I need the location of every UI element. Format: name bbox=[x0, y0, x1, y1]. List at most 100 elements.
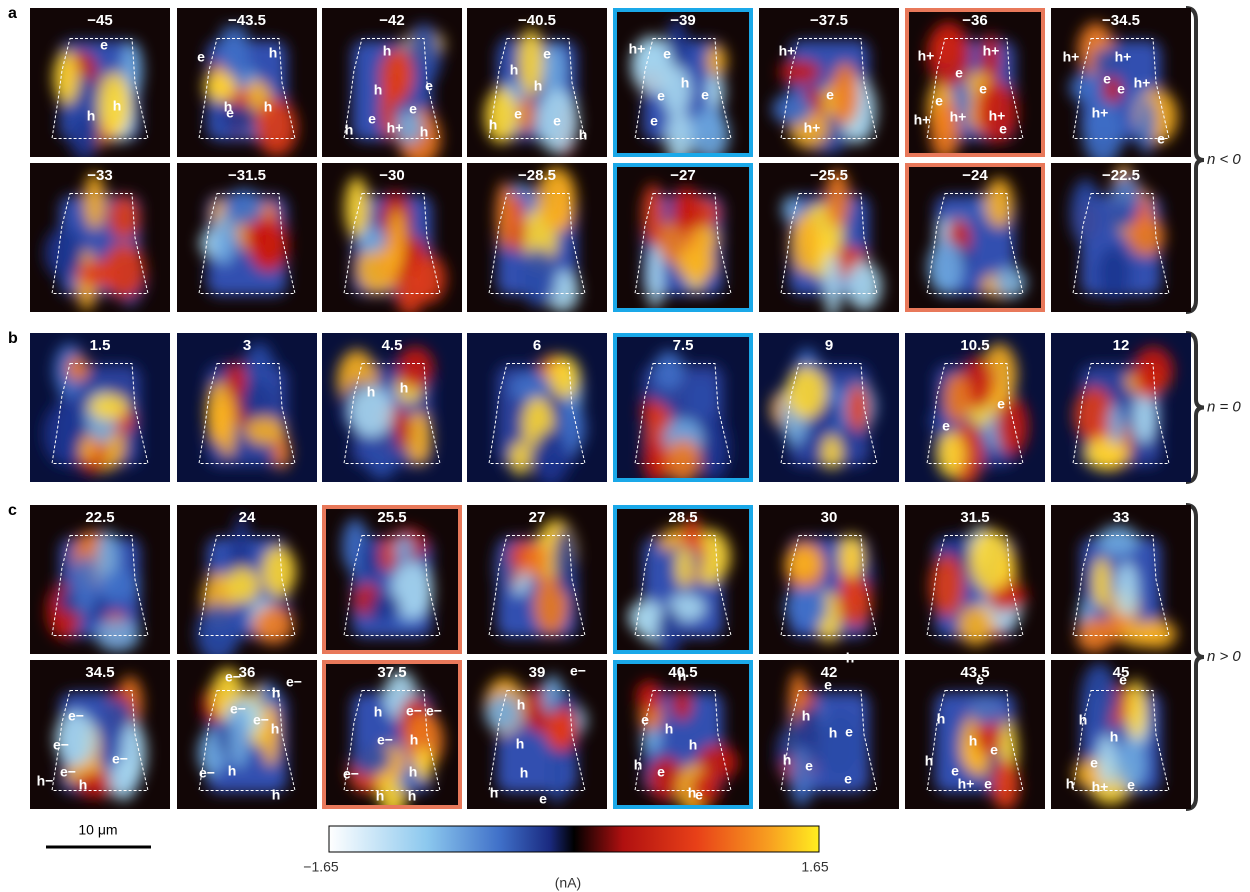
carrier-label: h+ bbox=[914, 112, 931, 128]
carrier-label: h+ bbox=[1063, 49, 1080, 65]
map-tile: −40.5ehheehh bbox=[467, 8, 607, 157]
map-blob bbox=[196, 603, 240, 663]
photocurrent-map bbox=[641, 351, 729, 484]
tile-title: −31.5 bbox=[228, 167, 266, 184]
map-tile: 42hehhehee bbox=[759, 650, 899, 809]
carrier-label: e− bbox=[225, 669, 241, 685]
tile-title: −28.5 bbox=[518, 167, 556, 184]
map-blob bbox=[1108, 403, 1124, 444]
map-blob bbox=[928, 240, 963, 294]
side-label: n = 0 bbox=[1207, 398, 1241, 415]
map-blob bbox=[96, 619, 140, 651]
tile-title: 7.5 bbox=[673, 337, 694, 354]
map-tile: −34.5h+h+eeh+h+e bbox=[1051, 8, 1191, 166]
tile-title: 3 bbox=[243, 337, 251, 354]
map-blob bbox=[53, 51, 79, 104]
tile-title: −27 bbox=[670, 167, 695, 184]
figure: 10 μm −1.65 1.65 (nA) an < 0−45ehh−43.5e… bbox=[0, 0, 1250, 892]
map-blob bbox=[647, 245, 664, 309]
carrier-label: e bbox=[1157, 131, 1165, 147]
map-blob bbox=[654, 351, 684, 391]
map-tile: 39he−hhhe bbox=[467, 660, 607, 809]
map-blob bbox=[936, 432, 965, 478]
carrier-label: h bbox=[272, 685, 281, 701]
map-blob bbox=[80, 437, 96, 463]
carrier-label: e− bbox=[60, 764, 76, 780]
carrier-label: h bbox=[409, 764, 418, 780]
map-blob bbox=[510, 441, 530, 475]
carrier-label: e bbox=[663, 46, 671, 62]
carrier-label: e bbox=[1117, 81, 1125, 97]
map-tile: 45ehhehh+e bbox=[1051, 660, 1191, 809]
tile-title: 22.5 bbox=[85, 509, 114, 526]
carrier-label: h bbox=[802, 708, 811, 724]
carrier-label: e bbox=[1090, 755, 1098, 771]
carrier-label: e− bbox=[230, 701, 246, 717]
carrier-label: h bbox=[87, 108, 96, 124]
tile-title: 34.5 bbox=[85, 664, 114, 681]
map-blob bbox=[1138, 620, 1177, 649]
carrier-label: h+ bbox=[950, 109, 967, 125]
carrier-label: e bbox=[650, 113, 658, 129]
tile-title: 4.5 bbox=[382, 337, 403, 354]
map-tile: −30 bbox=[322, 163, 462, 316]
map-blob bbox=[991, 760, 1019, 811]
tile-title: 36 bbox=[239, 664, 256, 681]
map-tile: −25.5 bbox=[759, 163, 899, 319]
carrier-label: h bbox=[678, 668, 687, 684]
carrier-label: e bbox=[1127, 777, 1135, 793]
carrier-label: h bbox=[489, 117, 498, 133]
map-blob bbox=[641, 728, 661, 753]
map-blob bbox=[345, 177, 370, 239]
map-blob bbox=[73, 556, 97, 615]
side-label: n > 0 bbox=[1207, 648, 1241, 665]
carrier-label: h bbox=[925, 753, 934, 769]
tile-title: 28.5 bbox=[668, 509, 697, 526]
tile-title: 25.5 bbox=[377, 509, 406, 526]
carrier-label: e− bbox=[53, 737, 69, 753]
map-tile: 4.5hh bbox=[322, 333, 462, 482]
map-blob bbox=[256, 99, 297, 156]
map-blob bbox=[44, 227, 83, 279]
photocurrent-map bbox=[200, 189, 289, 295]
carrier-label: h bbox=[228, 763, 237, 779]
carrier-label: e bbox=[425, 78, 433, 94]
map-blob bbox=[958, 605, 993, 645]
map-blob bbox=[525, 541, 548, 580]
tile-title: −43.5 bbox=[228, 12, 266, 29]
map-blob bbox=[380, 538, 397, 572]
photocurrent-map bbox=[485, 28, 579, 157]
map-tile: 34.5e−e−e−e−h−h bbox=[30, 660, 170, 809]
carrier-label: e bbox=[844, 771, 852, 787]
photocurrent-map bbox=[784, 534, 874, 643]
map-blob bbox=[666, 439, 701, 483]
tile-title: 1.5 bbox=[90, 337, 111, 354]
map-blob bbox=[839, 534, 864, 579]
map-blob bbox=[1116, 562, 1138, 617]
map-blob bbox=[1133, 347, 1173, 393]
colorbar-unit: (nA) bbox=[555, 875, 581, 891]
panel-label: c bbox=[8, 502, 17, 519]
map-blob bbox=[485, 694, 521, 732]
tile-title: −42 bbox=[379, 12, 404, 29]
carrier-label: e bbox=[845, 724, 853, 740]
map-blob bbox=[359, 538, 381, 579]
tile-title: −30 bbox=[379, 167, 404, 184]
carrier-label: h bbox=[689, 737, 698, 753]
map-blob bbox=[262, 546, 296, 596]
map-tile: −31.5 bbox=[177, 163, 317, 312]
tile-title: −40.5 bbox=[518, 12, 556, 29]
map-blob bbox=[1093, 557, 1111, 608]
tile-title: −36 bbox=[962, 12, 987, 29]
tile-title: 43.5 bbox=[960, 664, 989, 681]
carrier-label: e− bbox=[426, 703, 442, 719]
carrier-label: h bbox=[271, 721, 280, 737]
carrier-label: h+ bbox=[918, 48, 935, 64]
map-blob bbox=[411, 254, 446, 303]
map-tile: 25.5 bbox=[322, 505, 462, 654]
tile-title: 39 bbox=[529, 664, 546, 681]
map-tile: 28.5 bbox=[613, 505, 753, 659]
map-tile: 30 bbox=[759, 505, 899, 654]
